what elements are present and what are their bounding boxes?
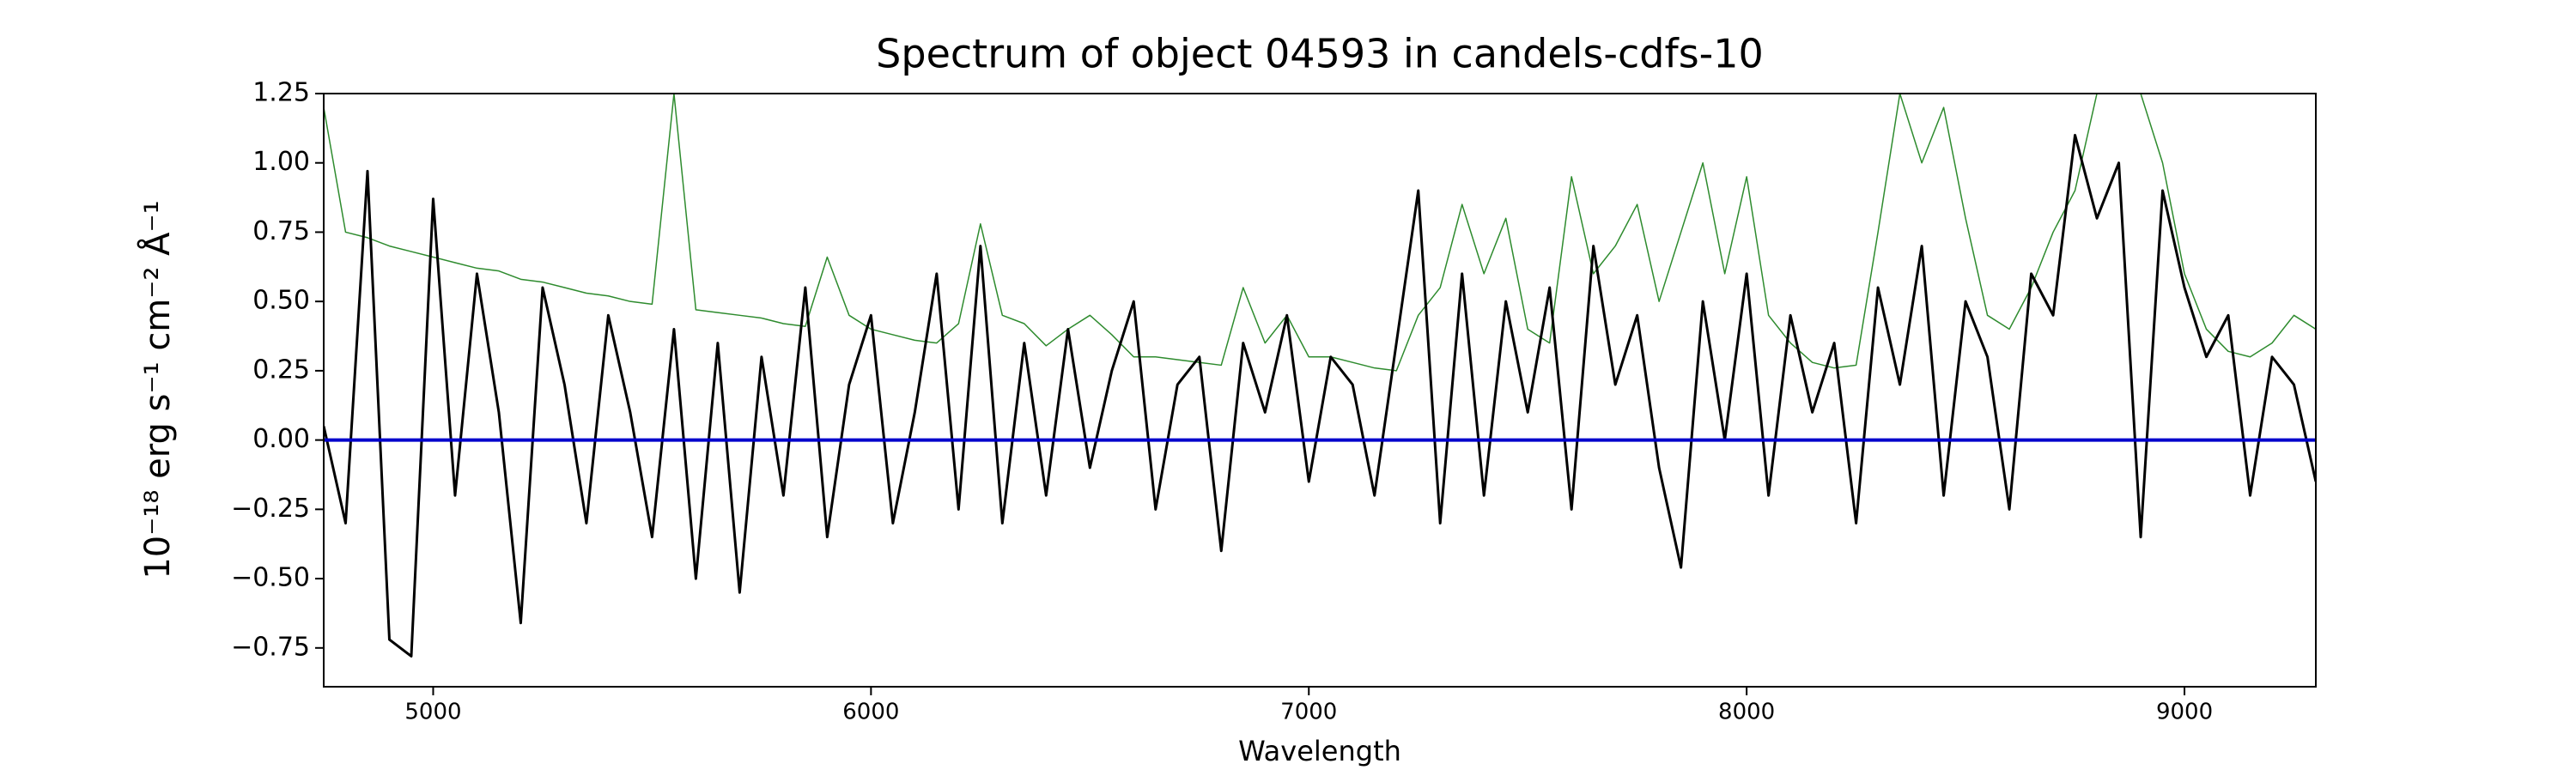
x-tick-label: 6000 <box>842 700 899 725</box>
y-tick-label: 0.75 <box>252 216 310 246</box>
y-tick-label: −0.25 <box>231 494 310 524</box>
y-tick-label: 0.50 <box>252 286 310 316</box>
y-tick-label: 1.00 <box>252 147 310 177</box>
plot-frame <box>323 93 2317 688</box>
chart-title: Spectrum of object 04593 in candels-cdfs… <box>876 31 1764 77</box>
x-tick-label: 5000 <box>404 700 461 725</box>
y-tick-label: 0.00 <box>252 424 310 454</box>
spectrum-line <box>324 133 2316 658</box>
plot-area <box>324 94 2316 658</box>
x-tick-label: 7000 <box>1280 700 1337 725</box>
y-tick-label: −0.75 <box>231 632 310 662</box>
y-tick-label: 0.25 <box>252 355 310 385</box>
y-axis-label: 10⁻¹⁸ erg s⁻¹ cm⁻² Å⁻¹ <box>137 200 178 579</box>
y-tick-label: −0.50 <box>231 563 310 593</box>
x-tick-label: 9000 <box>2156 700 2213 725</box>
x-axis-label: Wavelength <box>1238 735 1401 767</box>
y-tick-label: 1.25 <box>252 78 310 108</box>
spectrum-line <box>324 94 2316 372</box>
x-tick-label: 8000 <box>1718 700 1775 725</box>
